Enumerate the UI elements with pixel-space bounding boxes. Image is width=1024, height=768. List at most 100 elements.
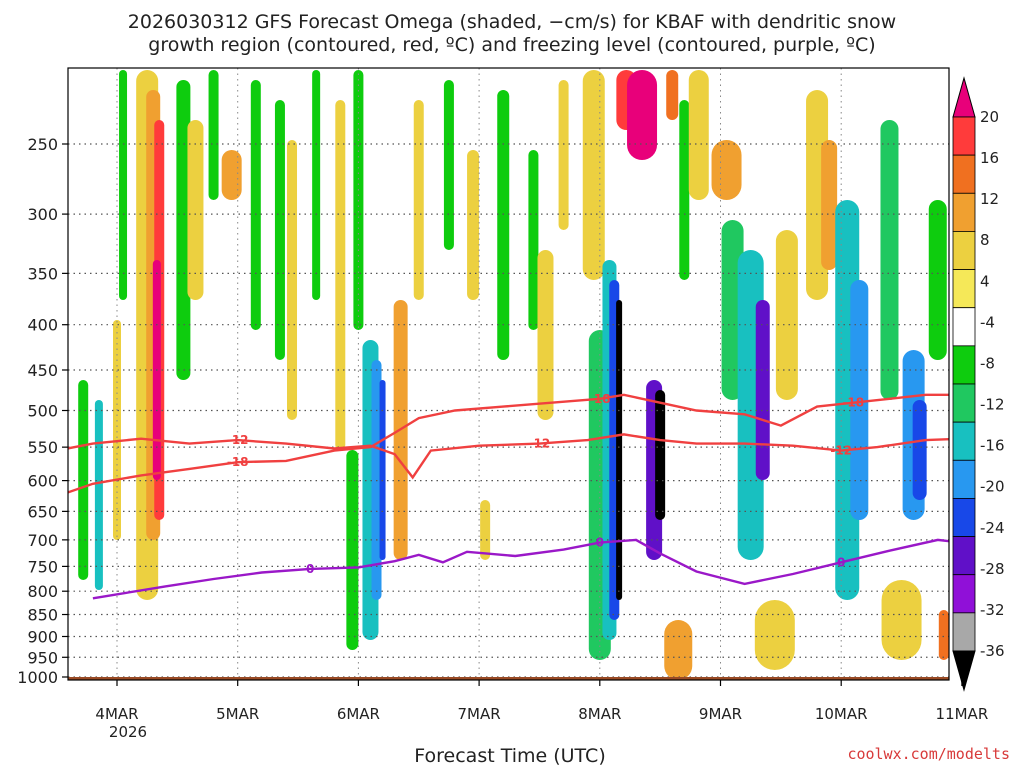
colorbar-label: -16	[980, 437, 1005, 455]
freezing-level-contour	[92, 538, 949, 600]
dgz-contour-label: -12	[227, 433, 249, 447]
year-label: 2026	[109, 723, 147, 741]
colorbar-segment	[952, 536, 976, 576]
omega-shade-cell	[537, 250, 554, 420]
colorbar: 20 16 12 8 4 -4 -8 -12 -16 -20 -24 -28 -32 -36	[952, 76, 1005, 692]
colorbar-segment	[952, 192, 976, 232]
omega-shade-cell	[274, 100, 285, 360]
x-tick-label: 10MAR	[815, 705, 868, 723]
dgz-contour-label: -18	[227, 455, 249, 469]
colorbar-arrow-top	[952, 76, 976, 118]
contour-lines: -12 -12 -12 -18 -18 -18 0 0 0	[68, 392, 949, 600]
colorbar-label: -28	[980, 560, 1005, 578]
colorbar-label: 4	[980, 272, 990, 290]
x-tick-label: 5MAR	[216, 705, 259, 723]
colorbar-label: 16	[980, 149, 999, 167]
omega-shade-cell	[666, 70, 679, 120]
omega-shade-cell	[443, 80, 454, 250]
dgz-contour-label: -18	[842, 396, 864, 410]
omega-shade-cell	[250, 80, 261, 330]
y-tick-label: 650	[27, 502, 58, 521]
omega-shade-cell	[480, 500, 491, 560]
colorbar-label: -12	[980, 396, 1005, 414]
omega-shade-cell	[821, 140, 838, 270]
colorbar-label: -4	[980, 313, 995, 331]
x-tick-label: 9MAR	[699, 705, 742, 723]
omega-shade-cell	[94, 400, 103, 590]
omega-shade-cell	[711, 140, 742, 200]
omega-shade-cell	[467, 150, 480, 300]
chart-title-line2: growth region (contoured, red, ºC) and f…	[148, 34, 875, 56]
omega-shade-cell	[775, 230, 798, 400]
omega-shade-cell	[379, 380, 386, 560]
omega-shade-cell	[346, 450, 359, 650]
colorbar-label: 20	[980, 108, 999, 126]
y-tick-label: 900	[27, 627, 58, 646]
y-tick-label: 500	[27, 402, 58, 421]
colorbar-segment	[952, 154, 976, 194]
omega-shade-cell	[176, 80, 191, 380]
omega-shade-cell	[688, 70, 709, 200]
omega-shade-cell	[119, 70, 128, 300]
omega-shade-cell	[413, 100, 424, 300]
colorbar-label: 8	[980, 231, 990, 249]
omega-shade-cell	[335, 100, 346, 450]
y-tick-label: 250	[27, 135, 58, 154]
y-tick-label: 800	[27, 582, 58, 601]
x-axis-label: Forecast Time (UTC)	[414, 745, 605, 767]
colorbar-label: -24	[980, 519, 1005, 537]
colorbar-label: -8	[980, 354, 995, 372]
omega-shade-cell	[187, 120, 204, 300]
dgz-contour	[68, 393, 949, 494]
y-tick-label: 1000	[17, 668, 58, 687]
colorbar-label: 12	[980, 190, 999, 208]
y-tick-label: 350	[27, 264, 58, 283]
chart-title-line1: 2026030312 GFS Forecast Omega (shaded, −…	[128, 11, 896, 33]
colorbar-label: -36	[980, 642, 1005, 660]
omega-shade-cell	[938, 610, 949, 660]
y-tick-label: 700	[27, 531, 58, 550]
omega-shade-cell	[528, 150, 539, 330]
colorbar-segment	[952, 307, 976, 347]
x-tick-label: 11MAR	[936, 705, 989, 723]
omega-shade-cell	[627, 70, 658, 160]
omega-shade-cell	[881, 580, 922, 660]
omega-shade-cell	[912, 400, 927, 500]
dgz-contour-label: -18	[589, 392, 611, 406]
omega-shade-cell	[755, 300, 770, 480]
colorbar-segment	[952, 116, 976, 156]
colorbar-label: -32	[980, 601, 1005, 619]
colorbar-segment	[952, 231, 976, 270]
ground-bar	[68, 677, 949, 680]
dgz-contour	[68, 433, 949, 480]
omega-shade-cell	[664, 620, 693, 680]
freezing-level-contour-label: 0	[306, 562, 314, 576]
omega-shade-cell	[754, 600, 795, 670]
freezing-level-contour-label: 0	[596, 536, 604, 550]
colorbar-segment	[952, 269, 976, 309]
freezing-level-contour-label: 0	[837, 555, 845, 569]
omega-shade-cell	[880, 120, 899, 400]
colorbar-segment	[952, 383, 976, 423]
dgz-contour-label: -12	[529, 437, 551, 451]
colorbar-segment	[952, 612, 976, 652]
omega-shade-cell	[582, 70, 605, 280]
colorbar-segment	[952, 345, 976, 385]
x-tick-label: 6MAR	[337, 705, 380, 723]
omega-shade-cell	[312, 70, 321, 300]
omega-shade-cell	[655, 390, 666, 520]
y-tick-label: 750	[27, 557, 58, 576]
x-axis: 4MAR 5MAR 6MAR 7MAR 8MAR 9MAR 10MAR 11MAR	[95, 680, 988, 723]
y-tick-label: 850	[27, 606, 58, 625]
credit-text: coolwx.com/modelts	[847, 745, 1010, 763]
y-tick-label: 600	[27, 472, 58, 491]
omega-shade-cell	[497, 90, 510, 360]
colorbar-segment	[952, 574, 976, 614]
colorbar-label: -20	[980, 478, 1005, 496]
omega-shade-cell	[113, 320, 121, 540]
y-tick-label: 550	[27, 438, 58, 457]
colorbar-arrow-bottom	[952, 650, 976, 692]
y-tick-label: 300	[27, 205, 58, 224]
omega-shade-cell	[558, 80, 569, 230]
